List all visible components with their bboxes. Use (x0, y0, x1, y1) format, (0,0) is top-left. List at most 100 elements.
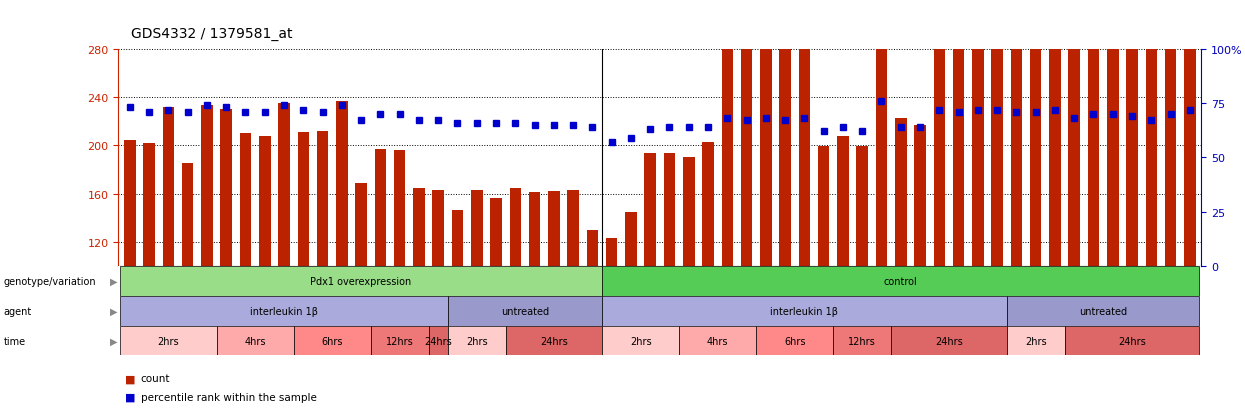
Bar (491, 199, 502, 266)
Bar (121, 296, 448, 326)
Text: count: count (141, 373, 171, 383)
Bar (1145, 0, 1157, 266)
Bar (259, 136, 270, 266)
Text: 24hrs: 24hrs (1118, 336, 1145, 346)
Bar (934, 0, 945, 266)
Bar (336, 101, 347, 266)
Text: ■: ■ (124, 392, 134, 402)
Bar (298, 133, 309, 266)
Bar (413, 188, 425, 266)
Bar (798, 0, 810, 266)
Text: 6hrs: 6hrs (321, 336, 342, 346)
Bar (952, 0, 965, 266)
Bar (972, 0, 984, 266)
Text: control: control (884, 276, 918, 286)
Bar (278, 104, 290, 266)
Bar (664, 154, 675, 266)
Text: 6hrs: 6hrs (784, 336, 806, 346)
Bar (679, 326, 756, 356)
Bar (124, 141, 136, 266)
Bar (568, 190, 579, 266)
Bar (163, 107, 174, 266)
Bar (1011, 0, 1022, 266)
Text: 24hrs: 24hrs (425, 336, 452, 346)
Bar (548, 192, 560, 266)
Bar (702, 143, 713, 266)
Bar (121, 326, 217, 356)
Bar (684, 158, 695, 266)
Bar (240, 134, 251, 266)
Bar (603, 326, 679, 356)
Bar (217, 326, 294, 356)
Bar (875, 0, 888, 266)
Bar (143, 144, 154, 266)
Bar (452, 211, 463, 266)
Bar (891, 326, 1007, 356)
Text: 24hrs: 24hrs (540, 336, 568, 346)
Bar (857, 147, 868, 266)
Bar (645, 154, 656, 266)
Text: 12hrs: 12hrs (848, 336, 876, 346)
Bar (1064, 326, 1199, 356)
Bar (722, 0, 733, 266)
Bar (202, 106, 213, 266)
Bar (759, 0, 772, 266)
Bar (741, 0, 752, 266)
Text: GDS4332 / 1379581_at: GDS4332 / 1379581_at (131, 27, 293, 41)
Bar (1050, 0, 1061, 266)
Bar (779, 0, 791, 266)
Bar (818, 147, 829, 266)
Text: ■: ■ (124, 373, 134, 383)
Text: genotype/variation: genotype/variation (4, 276, 96, 286)
Bar (505, 326, 603, 356)
Bar (428, 326, 448, 356)
Bar (448, 296, 603, 326)
Text: 24hrs: 24hrs (935, 336, 962, 346)
Text: ▶: ▶ (110, 336, 117, 346)
Bar (1107, 0, 1118, 266)
Text: 4hrs: 4hrs (707, 336, 728, 346)
Bar (355, 183, 367, 266)
Bar (586, 230, 598, 266)
Bar (432, 190, 444, 266)
Text: untreated: untreated (1079, 306, 1127, 316)
Bar (375, 150, 386, 266)
Bar (1184, 0, 1195, 266)
Text: interleukin 1β: interleukin 1β (771, 306, 838, 316)
Bar (448, 326, 505, 356)
Bar (121, 266, 603, 296)
Text: percentile rank within the sample: percentile rank within the sample (141, 392, 316, 402)
Bar (509, 188, 522, 266)
Text: 2hrs: 2hrs (158, 336, 179, 346)
Bar (991, 0, 1003, 266)
Bar (606, 238, 618, 266)
Text: ▶: ▶ (110, 306, 117, 316)
Bar (529, 193, 540, 266)
Bar (603, 266, 1199, 296)
Bar (625, 212, 636, 266)
Bar (895, 119, 906, 266)
Text: Pdx1 overexpression: Pdx1 overexpression (310, 276, 412, 286)
Text: 12hrs: 12hrs (386, 336, 413, 346)
Bar (1165, 0, 1177, 266)
Bar (220, 110, 232, 266)
Bar (1007, 296, 1199, 326)
Bar (756, 326, 833, 356)
Text: 2hrs: 2hrs (630, 336, 651, 346)
Bar (1088, 0, 1099, 266)
Text: 2hrs: 2hrs (1025, 336, 1047, 346)
Text: 4hrs: 4hrs (244, 336, 266, 346)
Bar (471, 190, 483, 266)
Bar (182, 164, 193, 266)
Text: agent: agent (4, 306, 32, 316)
Bar (1007, 326, 1064, 356)
Bar (1068, 0, 1079, 266)
Bar (1127, 0, 1138, 266)
Bar (294, 326, 371, 356)
Text: ▶: ▶ (110, 276, 117, 286)
Bar (393, 151, 406, 266)
Text: interleukin 1β: interleukin 1β (250, 306, 317, 316)
Bar (603, 296, 1007, 326)
Bar (833, 326, 891, 356)
Bar (316, 131, 329, 266)
